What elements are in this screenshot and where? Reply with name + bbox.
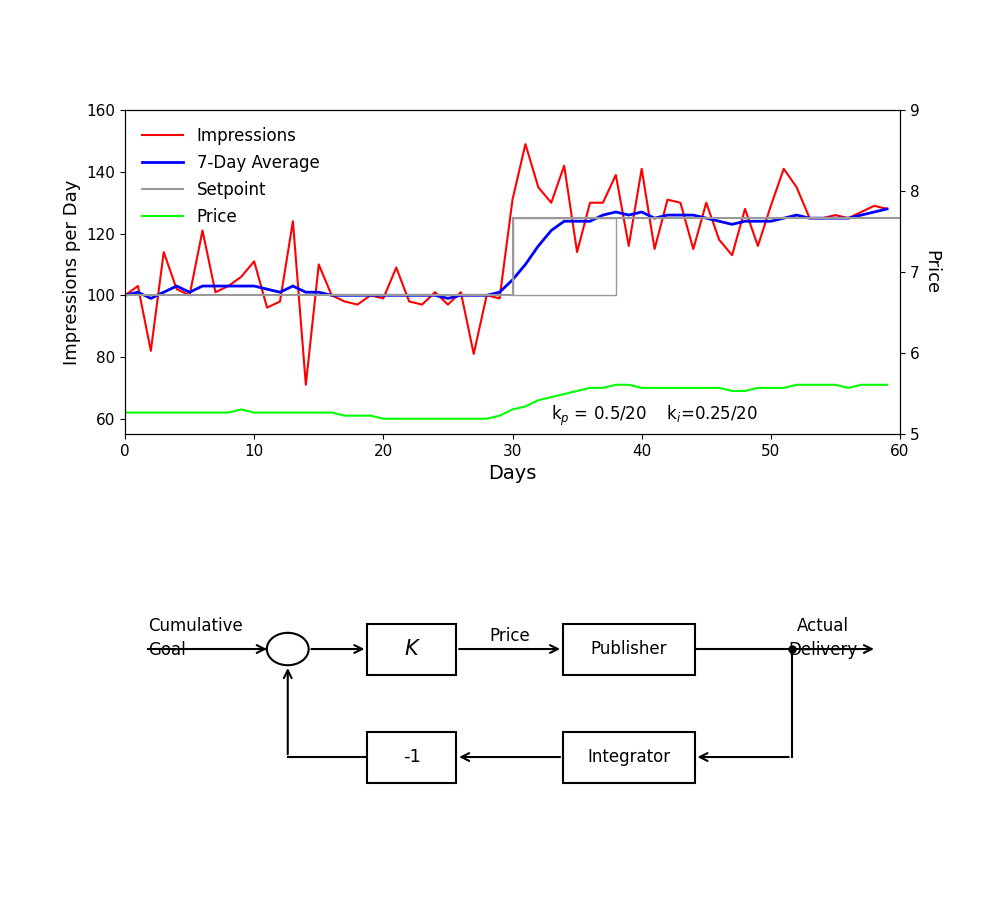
Bar (563, 623, 695, 675)
Text: Integrator: Integrator (587, 748, 670, 766)
Bar (512, 218, 616, 296)
Bar (367, 623, 456, 675)
Text: -1: -1 (403, 748, 421, 766)
Bar (563, 732, 695, 782)
Y-axis label: Price: Price (922, 250, 940, 295)
Y-axis label: Impressions per Day: Impressions per Day (63, 180, 81, 364)
Text: Actual: Actual (796, 617, 848, 635)
Text: Publisher: Publisher (590, 640, 667, 658)
Text: Price: Price (489, 627, 530, 644)
Circle shape (267, 633, 309, 666)
Text: Delivery: Delivery (788, 641, 857, 659)
Text: Goal: Goal (148, 641, 186, 659)
Text: Cumulative: Cumulative (148, 617, 243, 635)
Text: K: K (405, 639, 419, 659)
X-axis label: Days: Days (488, 465, 537, 484)
Bar (367, 732, 456, 782)
Legend: Impressions, 7-Day Average, Setpoint, Price: Impressions, 7-Day Average, Setpoint, Pr… (133, 118, 328, 235)
Text: k$_p$ = 0.5/20    k$_i$=0.25/20: k$_p$ = 0.5/20 k$_i$=0.25/20 (551, 404, 758, 428)
